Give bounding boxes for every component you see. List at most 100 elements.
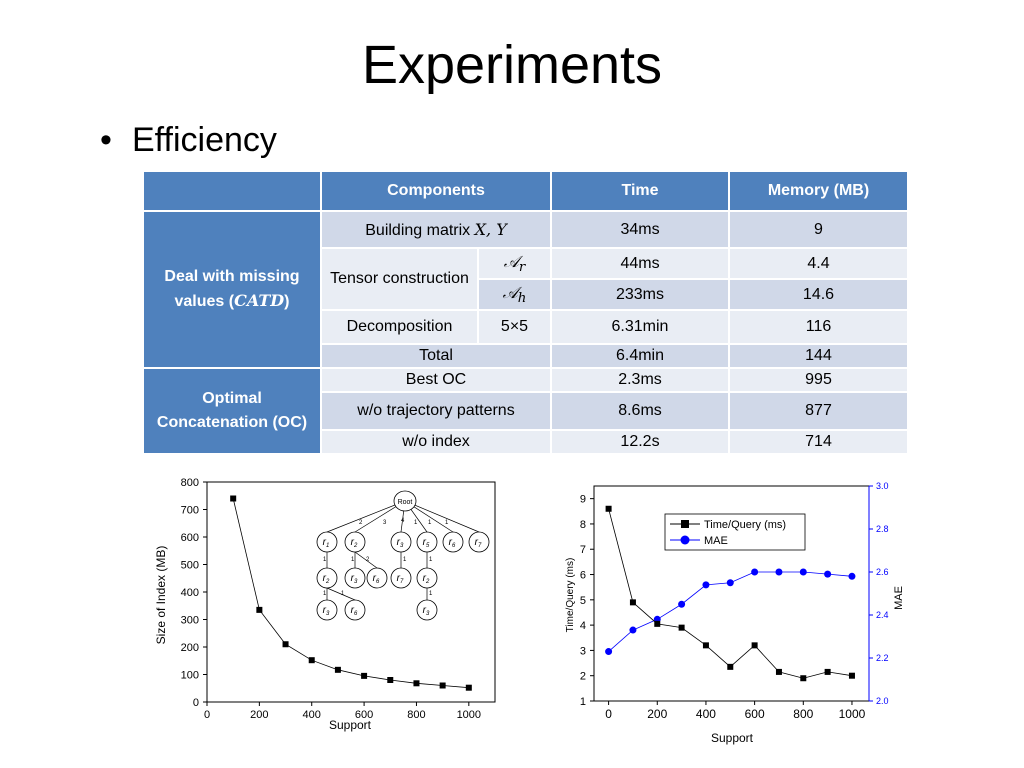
time-point — [654, 620, 661, 627]
y-tick-label: 400 — [181, 587, 199, 599]
data-point — [361, 672, 368, 679]
tree-node-subscript: 3 — [400, 543, 404, 549]
tree-node — [442, 531, 464, 553]
tree-node-subscript: 2 — [425, 579, 430, 585]
tree-node — [344, 531, 366, 553]
x-axis-label: Support — [329, 718, 372, 732]
y-tick-label: 700 — [181, 505, 199, 517]
cell-decomposition-size: 5×5 — [477, 309, 552, 345]
y-tick-label: 4 — [580, 620, 586, 632]
cell-memory: 877 — [728, 391, 909, 431]
tree-node-subscript: 2 — [325, 579, 330, 585]
tree-edge-label: 1 — [414, 520, 418, 526]
table-row: w/o index 12.2s 714 — [143, 429, 909, 455]
legend-circle-icon — [680, 535, 690, 545]
mae-point — [824, 570, 832, 578]
tree-node-subscript: 6 — [376, 579, 380, 585]
data-point — [387, 677, 394, 683]
data-point — [439, 682, 446, 689]
x-tick-label: 400 — [696, 707, 716, 721]
tree-node-subscript: 7 — [400, 579, 404, 585]
data-point — [230, 495, 237, 502]
y2-tick-label: 2.2 — [876, 653, 889, 663]
time-point — [629, 599, 636, 606]
tree-node — [344, 567, 366, 589]
tree-edge-label: 1 — [429, 591, 433, 597]
tree-root-label: Root — [398, 499, 413, 506]
mae-point — [799, 568, 807, 576]
header-empty — [142, 170, 322, 212]
tree-node-label: r2 — [351, 537, 358, 549]
header-components: Components — [320, 170, 552, 212]
tree-node-label: r6 — [351, 605, 358, 617]
cell-time: 6.4min — [550, 343, 730, 369]
x-tick-label: 1000 — [457, 709, 481, 721]
tree-edge-label: 2 — [366, 557, 370, 563]
legend-square-icon — [681, 520, 689, 528]
y2-tick-label: 2.6 — [876, 567, 889, 577]
time-point — [848, 672, 855, 679]
tree-node-label: r7 — [475, 537, 482, 549]
legend-label: MAE — [704, 535, 728, 547]
x-tick-label: 600 — [745, 707, 765, 721]
y-tick-label: 2 — [580, 671, 586, 683]
tree-node-subscript: 6 — [452, 543, 456, 549]
tree-node — [468, 531, 490, 553]
cell-best-oc: Best OC — [320, 367, 552, 393]
cell-time: 233ms — [550, 278, 730, 311]
y-tick-label: 500 — [181, 560, 199, 572]
y-tick-label: 800 — [181, 477, 199, 489]
time-point — [824, 668, 831, 675]
tree-edge-label: 1 — [323, 591, 327, 597]
cell-time: 2.3ms — [550, 367, 730, 393]
y2-tick-label: 2.4 — [876, 610, 889, 620]
y-tick-label: 8 — [580, 519, 586, 531]
table-row: Deal with missing values (CATD) Building… — [142, 210, 909, 369]
x-tick-label: 800 — [793, 707, 813, 721]
tree-node-label: r5 — [423, 537, 430, 549]
cell-memory: 714 — [728, 429, 909, 455]
efficiency-table: Components Time Memory (MB) Deal with mi… — [142, 170, 909, 455]
table-row: 𝒜h 233ms 14.6 — [143, 278, 909, 311]
data-point — [413, 680, 420, 687]
tree-node — [416, 567, 438, 589]
y-tick-label: 100 — [181, 670, 199, 682]
tree-node-label: r1 — [323, 537, 330, 549]
cell-building-matrix: Building matrix X, Y — [320, 210, 552, 249]
tree-node — [390, 531, 412, 553]
tree-edge-label: 1 — [403, 557, 407, 563]
cell-no-trajectory: w/o trajectory patterns — [320, 391, 552, 431]
cell-time: 12.2s — [550, 429, 730, 455]
tree-node-label: r3 — [351, 573, 358, 585]
mae-point — [726, 579, 734, 587]
x-axis-label: Support — [711, 731, 754, 745]
tree-edge-label: 1 — [428, 520, 432, 526]
table-row: Tensor construction 𝒜r 44ms 4.4 — [143, 247, 909, 311]
tree-edge-label: 1 — [323, 557, 327, 563]
y-tick-label: 6 — [580, 570, 586, 582]
cell-tensor-construction: Tensor construction — [320, 247, 479, 311]
cell-memory: 14.6 — [728, 278, 909, 311]
tree-node-subscript: 6 — [354, 611, 358, 617]
cell-time: 34ms — [550, 210, 730, 249]
mae-point — [605, 648, 613, 656]
x-tick-label: 600 — [355, 709, 373, 721]
table-row: w/o trajectory patterns 8.6ms 877 — [143, 391, 909, 431]
cell-symbol-ah: 𝒜h — [477, 278, 552, 311]
y2-axis-label: MAE — [893, 586, 905, 610]
cell-memory: 144 — [728, 343, 909, 369]
mae-point — [629, 626, 637, 634]
tree-node-subscript: 5 — [426, 543, 430, 549]
tree-node-label: r6 — [373, 573, 380, 585]
tree-node-subscript: 2 — [353, 543, 358, 549]
bullet-text: Efficiency — [132, 121, 277, 159]
table-row: Total 6.4min 144 — [143, 343, 909, 369]
tree-node-subscript: 3 — [326, 611, 330, 617]
tree-edge-label: 1 — [341, 591, 345, 597]
header-time: Time — [550, 170, 730, 212]
tree-edge-label: 2 — [359, 520, 363, 526]
tree-node-label: r2 — [323, 573, 330, 585]
cell-time: 6.31min — [550, 309, 730, 345]
y-tick-label: 0 — [193, 697, 199, 709]
cell-symbol-ar: 𝒜r — [477, 247, 552, 280]
